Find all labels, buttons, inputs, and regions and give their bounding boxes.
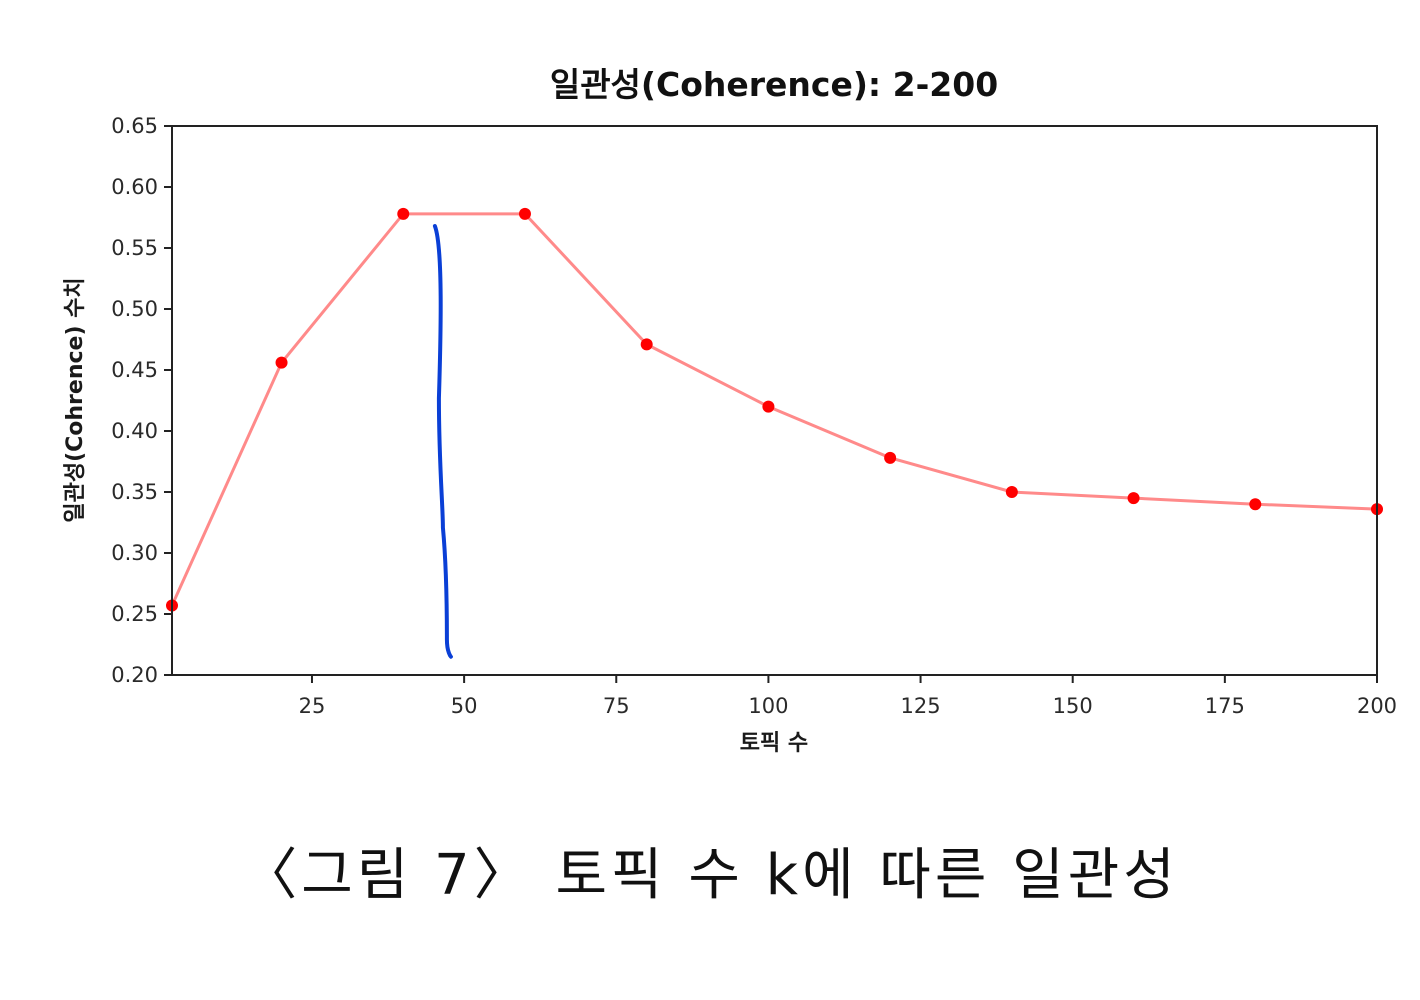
- y-tick-label: 0.45: [111, 358, 158, 382]
- y-tick-label: 0.25: [111, 602, 158, 626]
- y-tick-label: 0.40: [111, 419, 158, 443]
- x-axis-title: 토픽 수: [740, 731, 808, 756]
- data-point: [518, 207, 531, 220]
- x-tick-label: 175: [1205, 694, 1245, 718]
- y-tick-label: 0.35: [111, 480, 158, 504]
- plot-area: [166, 207, 1383, 659]
- data-point: [397, 207, 410, 220]
- x-axis-ticks: 25 50 75 100 125 150 175 200: [299, 675, 1397, 718]
- hand-drawn-annotation-line: [432, 224, 453, 659]
- y-axis-ticks: 0.20 0.25 0.30 0.35 0.40 0.45 0.50 0.55 0.60 0.65: [111, 114, 172, 687]
- y-tick-label: 0.20: [111, 663, 158, 687]
- plot-frame: [171, 125, 1378, 676]
- x-tick-label: 200: [1357, 694, 1397, 718]
- y-tick-label: 0.55: [111, 236, 158, 260]
- x-tick-label: 100: [748, 694, 788, 718]
- y-tick-label: 0.30: [111, 541, 158, 565]
- data-point: [762, 400, 775, 413]
- y-axis-title: 일관성(Cohrence) 수치: [63, 277, 88, 522]
- x-tick-label: 125: [901, 694, 941, 718]
- chart-title: 일관성(Coherence): 2-200: [550, 65, 998, 104]
- x-tick-label: 25: [299, 694, 326, 718]
- y-tick-label: 0.60: [111, 175, 158, 199]
- data-point: [1127, 492, 1140, 505]
- x-tick-label: 150: [1053, 694, 1093, 718]
- figure-caption: 〈그림 7〉 토픽 수 k에 따른 일관성: [241, 843, 1179, 908]
- y-tick-label: 0.65: [111, 114, 158, 138]
- x-tick-label: 75: [603, 694, 630, 718]
- data-point: [884, 451, 897, 464]
- data-point: [275, 356, 288, 369]
- data-point: [640, 338, 653, 351]
- series-line: [170, 212, 1378, 607]
- data-point: [1005, 486, 1018, 498]
- data-point: [1249, 498, 1262, 511]
- y-tick-label: 0.50: [111, 297, 158, 321]
- x-tick-label: 50: [451, 694, 478, 718]
